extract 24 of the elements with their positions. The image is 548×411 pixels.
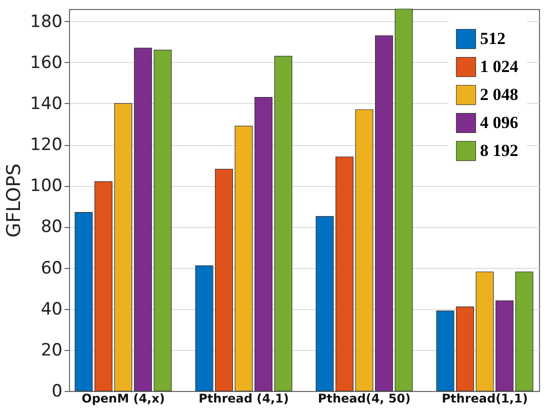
legend-label: 512 [480,29,506,48]
bar [195,265,214,392]
legend-label: 1 024 [480,57,519,76]
x-tick-label: Pthread (4,1) [198,392,289,406]
y-tick-label: 100 [30,176,62,196]
x-tick-label: OpenM (4,x) [82,392,165,406]
legend-label: 8 192 [480,141,518,160]
x-tick-label: Pthread(1,1) [442,392,528,406]
y-axis-title: GFLOPS [3,163,26,238]
bar [74,212,93,392]
y-tick-label: 0 [52,382,62,402]
y-tick-label: 60 [40,258,62,278]
y-tick-label: 140 [30,94,62,114]
legend-label: 2 048 [480,85,518,104]
y-tick-label: 180 [30,12,62,32]
y-tick-label: 20 [40,340,62,360]
legend-label: 4 096 [480,113,518,132]
y-tick-label: 120 [30,135,62,156]
y-tick-label: 80 [40,217,62,238]
bar [394,8,413,392]
bar [515,272,534,392]
y-tick-label: 160 [30,52,62,73]
y-tick-label: 40 [40,299,62,320]
x-tick-label: Pthead(4, 50) [318,392,411,406]
